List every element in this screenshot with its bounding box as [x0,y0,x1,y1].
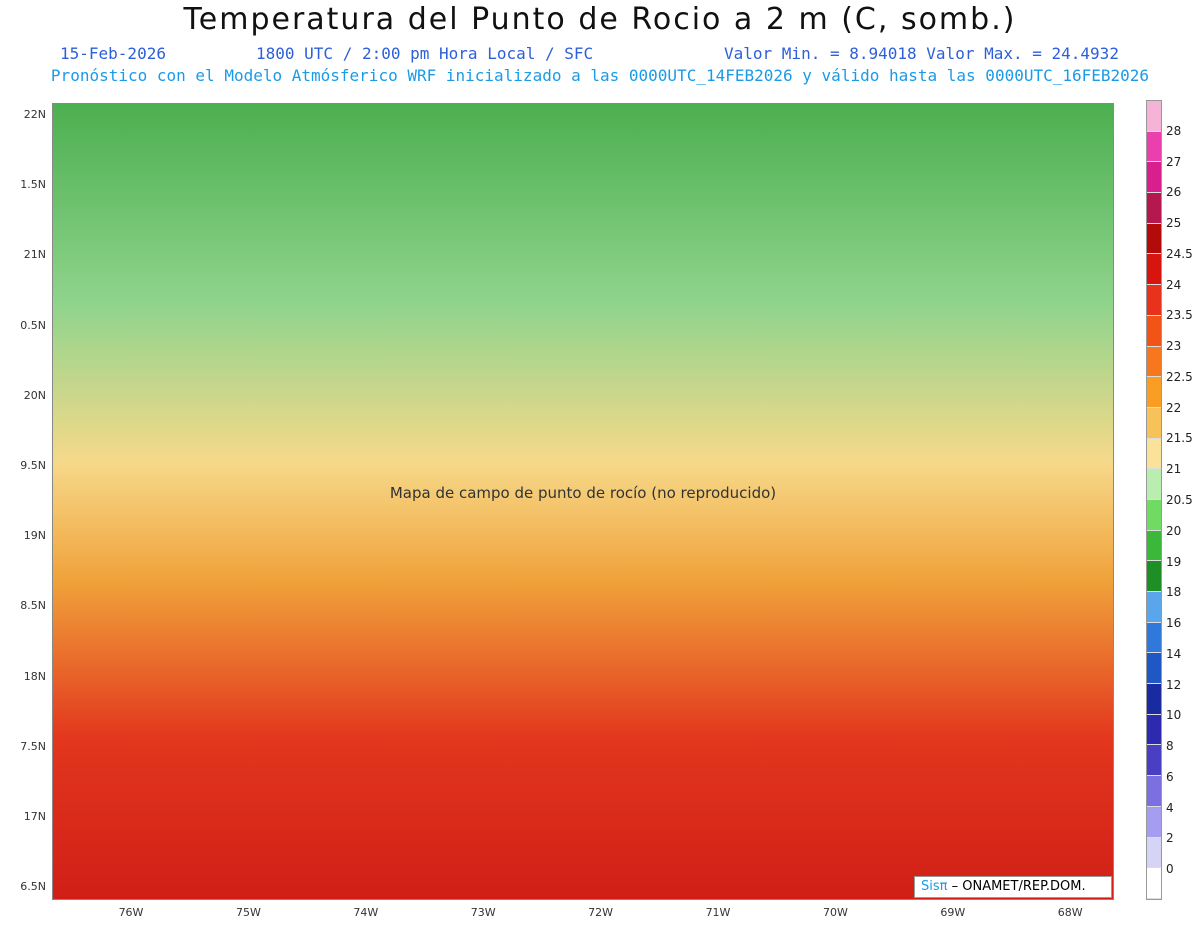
scale-label: 18 [1166,585,1182,600]
scale-label: 24 [1166,277,1182,292]
color-swatch [1147,101,1161,132]
watermark-text: – ONAMET/REP.DOM. [951,879,1086,894]
longitude-label: 70W [822,906,848,919]
color-swatch [1147,622,1161,654]
color-swatch [1147,684,1161,715]
scale-label: 26 [1166,185,1182,200]
scale-label: 21.5 [1166,431,1193,446]
color-swatch [1147,131,1161,163]
latitude-label: 19N [23,529,46,543]
color-swatch [1147,377,1161,408]
color-swatch [1147,837,1161,869]
latitude-label: 17N [23,810,46,823]
scale-label: 2 [1166,831,1174,846]
color-swatch [1147,193,1161,224]
sispi-logo: Sisπ [921,879,948,894]
latitude-label: 22N [23,108,46,121]
watermark: Sisπ – ONAMET/REP.DOM. [914,876,1112,898]
color-swatch [1147,223,1161,255]
scale-label: 10 [1166,708,1182,723]
color-swatch [1147,254,1161,286]
chart-title: Temperatura del Punto de Rocio a 2 m (C,… [183,2,1017,37]
latitude-label: 9.5N [20,459,46,472]
color-swatch [1147,745,1161,777]
map-panel: Mapa de campo de punto de rocío (no repr… [52,103,1114,900]
longitude-label: 75W [235,906,261,919]
latitude-label: 0.5N [20,318,46,332]
scale-label: 12 [1166,677,1182,692]
color-swatch [1147,653,1161,685]
color-swatch [1147,530,1161,562]
scale-label: 20.5 [1166,493,1193,507]
longitude-label: 73W [470,906,496,919]
model-description: Pronóstico con el Modelo Atmósferico WRF… [50,66,1150,85]
forecast-time: 1800 UTC / 2:00 pm Hora Local / SFC [256,44,594,63]
latitude-label: 18N [23,669,46,683]
scale-label: 23 [1166,339,1182,354]
color-swatch [1147,162,1161,194]
scale-label: 24.5 [1166,246,1193,261]
scale-label: 19 [1166,554,1182,569]
scale-label: 21 [1166,462,1182,477]
color-scale-bar [1146,100,1162,900]
color-swatch [1147,469,1161,500]
latitude-label: 7.5N [20,739,46,753]
scale-label: 16 [1166,616,1182,631]
scale-label: 4 [1166,800,1174,815]
scale-label: 23.5 [1166,308,1193,323]
scale-label: 0 [1166,862,1174,877]
color-swatch [1147,806,1161,838]
forecast-date: 15-Feb-2026 [60,44,166,63]
longitude-label: 71W [705,906,731,919]
color-swatch [1147,561,1161,592]
color-swatch [1147,315,1161,347]
longitude-label: 76W [118,906,144,919]
longitude-label: 72W [588,906,614,919]
color-swatch [1147,776,1161,807]
scale-label: 6 [1166,769,1174,784]
color-swatch [1147,438,1161,470]
map-placeholder-note: Mapa de campo de punto de rocío (no repr… [389,484,777,502]
scale-label: 22.5 [1166,369,1193,384]
latitude-label: 20N [23,388,46,402]
color-swatch [1147,499,1161,531]
latitude-label: 6.5N [20,880,46,894]
longitude-label: 68W [1057,906,1083,919]
color-swatch [1147,592,1161,623]
scale-label: 14 [1166,646,1182,661]
value-range: Valor Min. = 8.94018 Valor Max. = 24.493… [724,44,1119,63]
longitude-label: 69W [940,906,966,919]
latitude-label: 1.5N [20,178,46,192]
latitude-label: 21N [23,248,46,262]
scale-label: 28 [1166,123,1182,138]
color-swatch [1147,714,1161,746]
longitude-label: 74W [353,906,379,919]
scale-label: 25 [1166,216,1182,231]
scale-label: 22 [1166,400,1182,415]
latitude-label: 8.5N [20,599,46,613]
scale-label: 20 [1166,523,1182,538]
color-swatch [1147,285,1161,316]
color-swatch [1147,868,1161,899]
scale-label: 27 [1166,154,1182,169]
color-swatch [1147,407,1161,439]
scale-label: 8 [1166,739,1174,754]
color-swatch [1147,346,1161,378]
